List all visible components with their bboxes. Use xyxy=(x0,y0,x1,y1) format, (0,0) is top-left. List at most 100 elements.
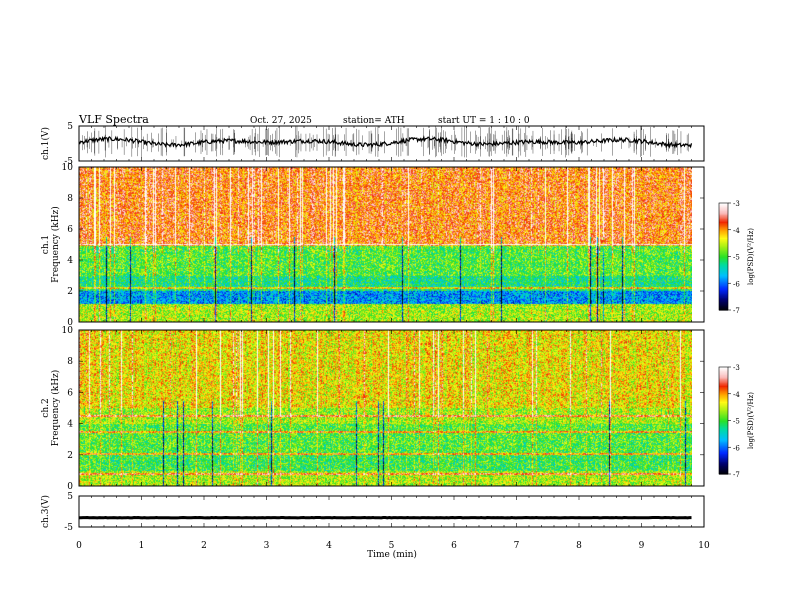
colorbar-swatch xyxy=(719,260,728,263)
colorbar-swatch xyxy=(719,247,728,250)
colorbar-swatch xyxy=(719,368,728,371)
colorbar-tick-label: -5 xyxy=(733,254,740,262)
date-label: Oct. 27, 2025 xyxy=(250,116,312,126)
colorbar-swatch xyxy=(719,472,728,475)
colorbar-swatch xyxy=(719,432,728,435)
figure-title: VLF Spectra xyxy=(78,113,149,126)
y-tick-label: 8 xyxy=(67,357,73,367)
colorbar-swatch xyxy=(719,383,728,385)
colorbar-swatch xyxy=(719,453,728,456)
colorbar-label: log(PSD)(V²/Hz) xyxy=(747,228,755,285)
x-tick-label: 7 xyxy=(514,541,520,551)
colorbar-swatch xyxy=(719,397,728,400)
colorbar-tick-label: -6 xyxy=(733,280,740,288)
colorbar-swatch xyxy=(719,288,728,291)
colorbar-swatch xyxy=(719,431,728,434)
colorbar-swatch xyxy=(719,425,728,428)
colorbar-swatch xyxy=(719,248,728,251)
y-tick-label: 8 xyxy=(67,194,73,204)
colorbar-swatch xyxy=(719,209,728,212)
colorbar-tick-label: -5 xyxy=(733,418,740,426)
colorbar-swatch xyxy=(719,212,728,215)
colorbar-swatch xyxy=(719,444,728,447)
y-axis-label: ch.3(V) xyxy=(40,495,51,528)
colorbar-swatch xyxy=(719,455,728,458)
colorbar-swatch xyxy=(719,224,728,227)
colorbar-swatch xyxy=(719,429,728,432)
y-tick-label: -5 xyxy=(64,523,73,533)
colorbar-swatch xyxy=(719,376,728,379)
time-axis: 0 1 2 3 4 5 6 7 8 9 10 xyxy=(76,541,710,551)
colorbar-swatch xyxy=(719,445,728,448)
y-axis-label: ch.2 xyxy=(41,398,51,417)
y-tick-label: 10 xyxy=(62,326,74,336)
colorbar-swatch xyxy=(719,235,728,238)
colorbar-swatch xyxy=(719,379,728,381)
colorbar-swatch xyxy=(719,283,728,286)
colorbar-swatch xyxy=(719,463,728,466)
colorbar-tick-label: -3 xyxy=(733,200,740,208)
spectrogram-image xyxy=(79,167,692,322)
colorbar-swatch xyxy=(719,236,728,239)
x-tick-label: 8 xyxy=(576,541,582,551)
colorbar-swatch xyxy=(719,457,728,460)
y-tick-label: 5 xyxy=(67,122,73,132)
colorbar-swatch xyxy=(719,469,728,472)
colorbar-tick-label: -6 xyxy=(733,444,740,452)
colorbar-swatch xyxy=(719,400,728,403)
colorbar-swatch xyxy=(719,256,728,259)
colorbar-swatch xyxy=(719,468,728,471)
ch1-spectrogram-panel: 0 2 4 6 8 10 ch.1 Frequency (kHz) xyxy=(41,163,705,328)
colorbar-swatch xyxy=(719,420,728,423)
colorbar-swatch xyxy=(719,369,728,372)
colorbar-swatch xyxy=(719,421,728,424)
colorbar-swatch xyxy=(719,459,728,462)
colorbar-swatch xyxy=(719,416,728,419)
colorbar-swatch xyxy=(719,380,728,383)
colorbar-tick-label: -7 xyxy=(733,307,740,315)
colorbar-label: log(PSD)(V²/Hz) xyxy=(747,392,755,449)
colorbar-swatch xyxy=(719,276,728,279)
colorbar-swatch xyxy=(719,436,728,439)
colorbar-swatch xyxy=(719,252,728,255)
colorbar-swatch xyxy=(719,253,728,256)
colorbar-swatch xyxy=(719,388,728,391)
colorbar-swatch xyxy=(719,447,728,450)
colorbar-swatch xyxy=(719,449,728,452)
colorbar-swatch xyxy=(719,460,728,463)
colorbar-swatch xyxy=(719,233,728,236)
colorbar-swatch xyxy=(719,300,728,303)
ch2-colorbar: -3 -4 -5 -6 -7 log(PSD)(V²/Hz) xyxy=(718,364,755,479)
colorbar-swatch xyxy=(719,375,728,377)
colorbar-swatch xyxy=(719,304,728,307)
colorbar-swatch xyxy=(719,308,728,311)
x-tick-label: 4 xyxy=(326,541,332,551)
y-tick-label: 5 xyxy=(67,492,73,502)
colorbar-swatch xyxy=(719,223,728,225)
panel-frame xyxy=(78,495,705,528)
y-tick-label: 6 xyxy=(67,388,73,398)
colorbar-swatch xyxy=(719,220,728,223)
colorbar-swatch xyxy=(719,285,728,288)
colorbar-swatch xyxy=(719,292,728,295)
colorbar-swatch xyxy=(719,439,728,442)
colorbar-swatch xyxy=(719,203,728,205)
colorbar-swatch xyxy=(719,385,728,388)
x-tick-label: 0 xyxy=(76,541,82,551)
colorbar-swatch xyxy=(719,371,728,373)
colorbar-swatch xyxy=(719,401,728,404)
colorbar-swatch xyxy=(719,225,728,228)
y-tick-label: 2 xyxy=(67,451,73,461)
colorbar-swatch xyxy=(719,465,728,468)
colorbar-swatch xyxy=(719,265,728,268)
start-time-label: start UT = 1 : 10 : 0 xyxy=(438,116,530,126)
colorbar-swatch xyxy=(719,417,728,420)
y-axis-label: ch.1(V) xyxy=(40,127,51,160)
colorbar-swatch xyxy=(719,297,728,300)
y-tick-label: 10 xyxy=(62,163,74,173)
colorbar-swatch xyxy=(719,287,728,290)
colorbar-swatch xyxy=(719,381,728,384)
x-tick-label: 6 xyxy=(451,541,457,551)
x-tick-label: 10 xyxy=(698,541,710,551)
colorbar-swatch xyxy=(719,216,728,219)
